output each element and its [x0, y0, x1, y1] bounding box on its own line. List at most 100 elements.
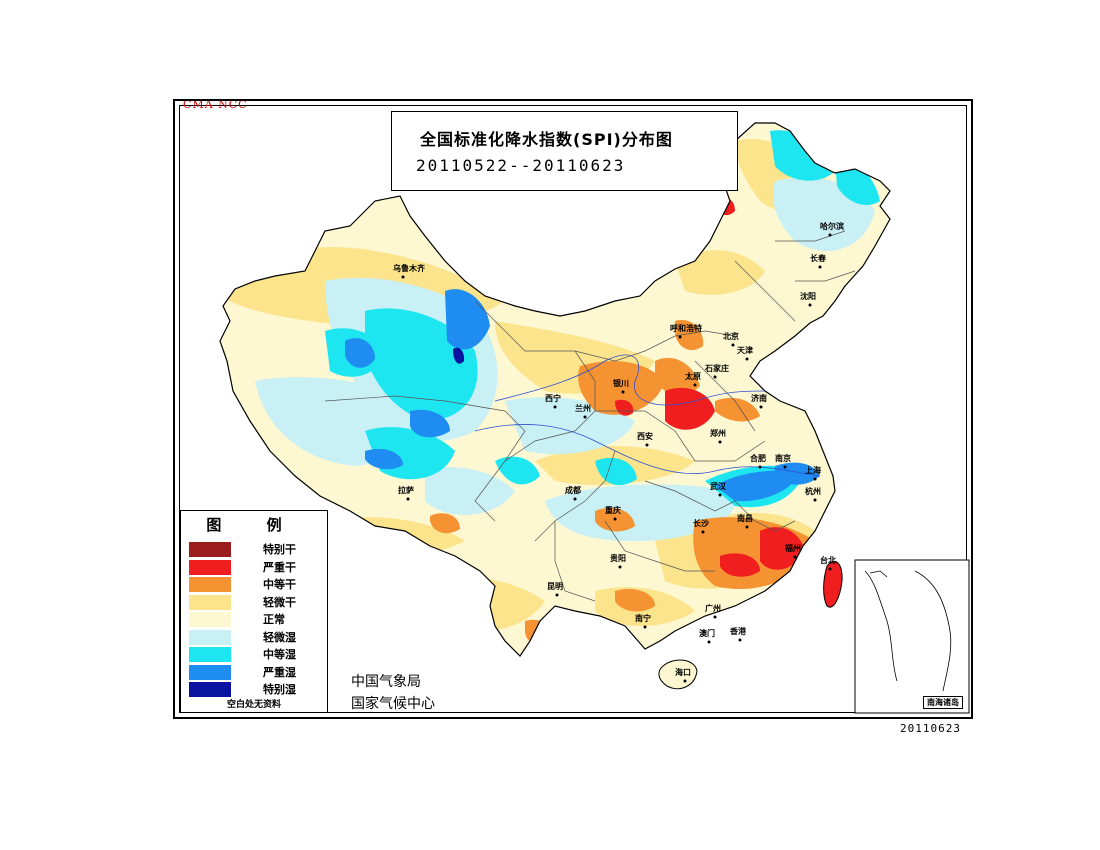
legend-swatch [189, 682, 231, 697]
city-urumqi: 乌鲁木齐 [393, 263, 426, 279]
legend-label: 严重湿 [263, 665, 296, 679]
city-label: 银川 [612, 378, 629, 388]
city-marker [643, 625, 647, 629]
inset-label: 南海诸岛 [923, 696, 963, 709]
city-marker [745, 525, 749, 529]
legend-item: 特别湿 [189, 682, 323, 698]
city-marker [701, 530, 705, 534]
city-marker [813, 477, 817, 481]
legend-swatch [189, 664, 231, 680]
city-jinan: 济南 [751, 393, 767, 409]
city-xian: 西安 [637, 431, 653, 447]
city-harbin: 哈尔滨 [820, 221, 844, 237]
city-marker [693, 383, 697, 387]
legend-swatch [189, 594, 231, 610]
city-marker [738, 638, 742, 642]
legend-item: 特别干 [189, 542, 323, 558]
city-marker [718, 493, 722, 497]
city-hefei: 合肥 [749, 453, 766, 469]
city-label: 贵阳 [610, 553, 626, 563]
city-shijiazhuang: 石家庄 [704, 363, 729, 379]
city-marker [745, 357, 749, 361]
city-shanghai: 上海 [805, 465, 821, 481]
city-label: 南昌 [737, 513, 753, 523]
city-label: 南京 [775, 453, 791, 463]
city-marker [683, 679, 687, 683]
city-marker [828, 233, 832, 237]
title-box: 全国标准化降水指数(SPI)分布图 20110522--20110623 [391, 111, 738, 191]
legend-item: 轻微干 [189, 594, 323, 611]
city-marker [401, 275, 405, 279]
city-wuhan: 武汉 [710, 481, 727, 497]
city-lhasa: 拉萨 [398, 485, 414, 501]
city-label: 济南 [751, 393, 767, 403]
city-label: 呼和浩特 [670, 323, 702, 333]
city-label: 兰州 [575, 403, 591, 413]
city-nanning: 南宁 [635, 613, 651, 629]
legend-item: 严重干 [189, 559, 323, 576]
legend-item: 中等干 [189, 577, 323, 593]
city-marker [583, 415, 587, 419]
city-yinchuan: 银川 [612, 378, 629, 394]
city-label: 上海 [805, 465, 821, 475]
legend-label: 中等湿 [263, 648, 296, 661]
date-stamp: 20110623 [900, 722, 961, 735]
city-label: 澳门 [699, 628, 715, 638]
city-xining: 西宁 [545, 393, 561, 409]
city-label: 哈尔滨 [820, 221, 844, 231]
city-label: 香港 [729, 626, 747, 636]
city-label: 重庆 [605, 505, 621, 515]
legend-label: 特别湿 [263, 683, 296, 696]
city-marker [718, 440, 722, 444]
city-fuzhou: 福州 [784, 543, 801, 559]
legend: 图 例 特别干 严重干 中等干 轻微干 正常 轻微湿 中等湿 严重湿 特别湿 空白处无资料 [180, 510, 328, 713]
city-marker [713, 615, 717, 619]
city-guiyang: 贵阳 [610, 553, 626, 569]
legend-swatch [189, 559, 231, 575]
city-marker [406, 497, 410, 501]
map-title: 全国标准化降水指数(SPI)分布图 [420, 130, 673, 149]
city-nanjing: 南京 [775, 453, 791, 469]
city-marker [713, 375, 717, 379]
legend-swatch [189, 612, 231, 627]
city-changsha: 长沙 [693, 518, 709, 534]
city-taipei: 台北 [820, 555, 836, 571]
city-label: 太原 [684, 371, 701, 381]
city-hangzhou: 杭州 [805, 486, 821, 502]
city-marker [707, 640, 711, 644]
legend-swatch [189, 647, 231, 662]
city-macau: 澳门 [699, 628, 715, 644]
city-marker [678, 335, 682, 339]
city-label: 海口 [675, 667, 691, 677]
city-label: 武汉 [710, 481, 727, 491]
legend-title: 图 例 [206, 516, 302, 534]
city-chengdu: 成都 [565, 485, 581, 501]
city-taiyuan: 太原 [684, 371, 701, 387]
city-marker [808, 303, 812, 307]
city-label: 天津 [737, 345, 753, 355]
city-shenyang: 沈阳 [800, 291, 816, 307]
city-label: 成都 [565, 485, 581, 495]
city-hohhot: 呼和浩特 [670, 323, 702, 339]
legend-swatch [189, 629, 231, 645]
city-beijing: 北京 [723, 331, 739, 347]
city-label: 南宁 [635, 613, 651, 623]
city-label: 沈阳 [800, 291, 816, 301]
legend-swatch [189, 542, 231, 557]
south-china-sea-inset [854, 559, 970, 714]
city-guangzhou: 广州 [705, 603, 721, 619]
legend-label: 中等干 [263, 578, 296, 591]
city-marker [553, 405, 557, 409]
city-marker [793, 555, 797, 559]
city-label: 西安 [637, 431, 653, 441]
map-inner-border [179, 105, 967, 713]
city-haikou: 海口 [675, 667, 691, 683]
city-tianjin: 天津 [737, 345, 753, 361]
city-kunming: 昆明 [547, 581, 563, 597]
city-marker [813, 498, 817, 502]
legend-item: 轻微湿 [189, 629, 323, 646]
city-marker [645, 443, 649, 447]
city-chongqing: 重庆 [605, 505, 621, 521]
city-label: 西宁 [545, 393, 561, 403]
legend-note: 空白处无资料 [226, 700, 281, 710]
